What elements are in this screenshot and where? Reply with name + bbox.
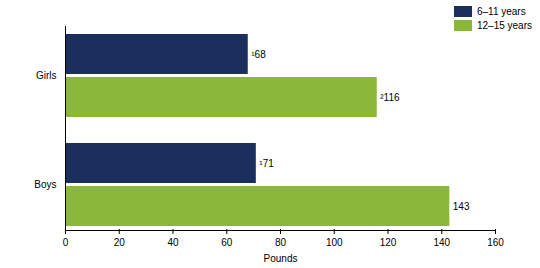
svg-text:60: 60 — [221, 237, 233, 248]
html-text:6–11 years: 6–11 years — [477, 6, 526, 17]
svg-text:140: 140 — [433, 237, 450, 248]
html-text:12–15 years: 12–15 years — [477, 20, 532, 31]
svg-text:Boys: Boys — [34, 179, 56, 190]
svg-text:160: 160 — [487, 237, 504, 248]
svg-text:100: 100 — [326, 237, 343, 248]
svg-text:80: 80 — [275, 237, 287, 248]
svg-text:Pounds: Pounds — [264, 253, 298, 264]
svg-text:143: 143 — [453, 201, 470, 212]
svg-text:40: 40 — [167, 237, 179, 248]
svg-text:Girls: Girls — [36, 70, 57, 81]
svg-text:0: 0 — [63, 237, 69, 248]
svg-text:¹68: ¹68 — [251, 49, 266, 60]
svg-text:¹71: ¹71 — [259, 158, 274, 169]
svg-text:²116: ²116 — [380, 92, 400, 103]
svg-text:120: 120 — [380, 237, 397, 248]
svg-text:20: 20 — [114, 237, 126, 248]
